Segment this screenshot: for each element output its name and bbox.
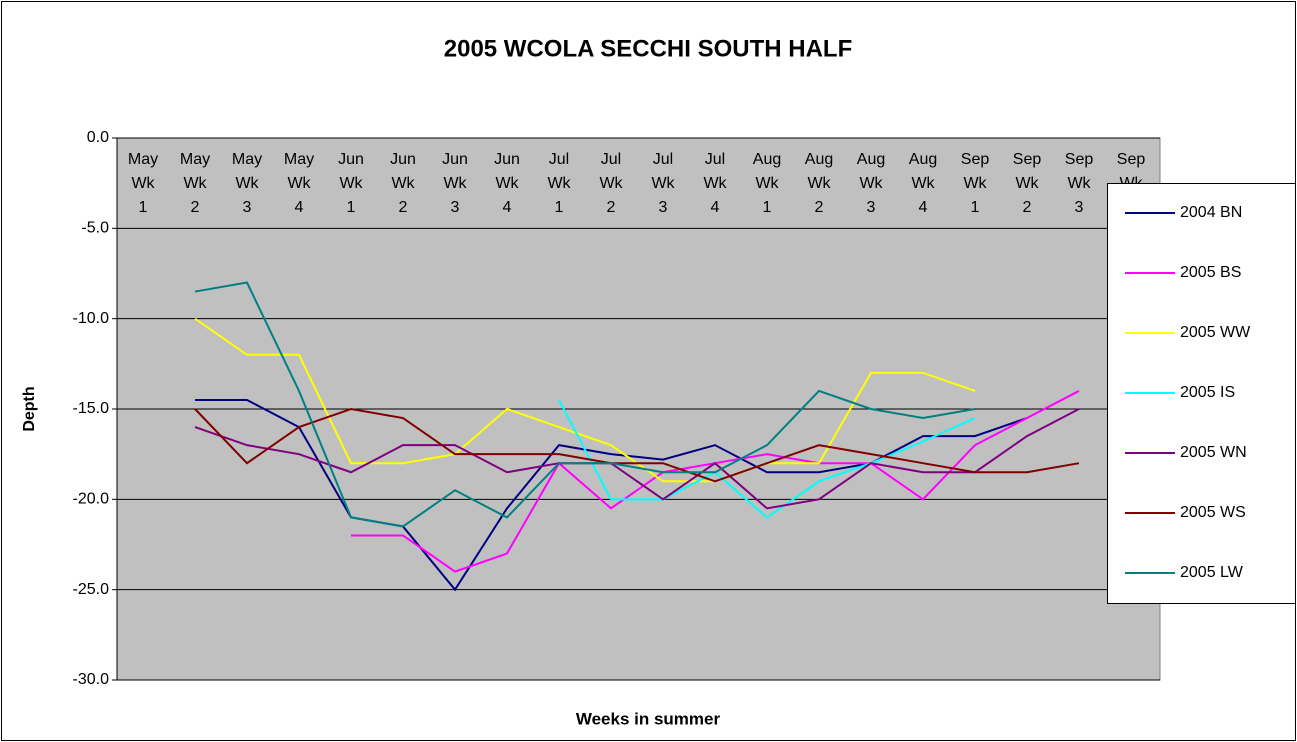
x-tick-label: May Wk 4 [284,151,314,216]
y-tick-label: -30.0 [73,671,110,688]
legend-label: 2005 WW [1180,324,1251,341]
legend-label: 2004 BN [1180,204,1242,221]
x-tick-label: Jun Wk 4 [494,151,520,216]
y-tick-label: -15.0 [73,400,110,417]
x-tick-label: May Wk 1 [128,151,158,216]
y-tick-label: -25.0 [73,581,110,598]
series-line [194,408,1080,510]
legend-label: 2005 WS [1180,504,1246,521]
x-tick-label: Jun Wk 3 [442,151,468,216]
x-tick-label: Jul Wk 2 [599,151,623,216]
x-tick-label: Jul Wk 1 [547,151,571,216]
x-tick-label: May Wk 2 [180,151,210,216]
legend-label: 2005 WN [1180,444,1247,461]
legend-label: 2005 LW [1180,564,1244,581]
y-tick-label: -10.0 [73,310,110,327]
series-line [194,281,976,528]
y-tick-label: -5.0 [81,220,109,237]
y-tick-label: 0.0 [87,129,109,146]
legend-label: 2005 BS [1180,264,1241,281]
legend-label: 2005 IS [1180,384,1235,401]
x-tick-label: Aug Wk 3 [857,151,885,216]
x-tick-label: Sep Wk 1 [961,151,990,216]
x-tick-label: Jul Wk 4 [703,151,727,216]
series-line [194,407,1080,483]
x-tick-label: Aug Wk 4 [909,151,937,216]
series-line [195,398,1028,592]
series-line [194,317,976,483]
x-tick-label: Sep Wk 2 [1013,151,1042,216]
x-tick-label: Aug Wk 1 [753,151,781,216]
x-tick-label: Jul Wk 3 [651,151,675,216]
x-tick-label: Jun Wk 1 [338,151,364,216]
x-tick-label: May Wk 3 [232,151,262,216]
y-axis-label: Depth [21,386,38,431]
x-axis-label: Weeks in summer [576,709,721,728]
chart-title: 2005 WCOLA SECCHI SOUTH HALF [444,35,852,62]
y-tick-label: -20.0 [73,491,110,508]
x-tick-label: Jun Wk 2 [390,151,416,216]
x-tick-label: Sep Wk 3 [1065,151,1094,216]
x-tick-label: Aug Wk 2 [805,151,833,216]
series-line [558,399,976,519]
